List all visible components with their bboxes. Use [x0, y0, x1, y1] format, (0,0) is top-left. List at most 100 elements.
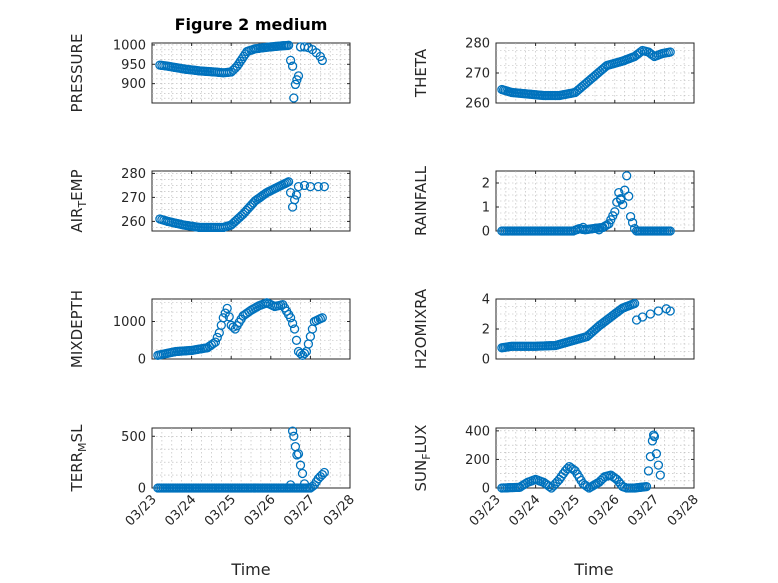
- series-points: [153, 426, 329, 493]
- data-point: [629, 298, 640, 309]
- svg-text:AIRTEMP: AIRTEMP: [68, 169, 89, 232]
- data-point: [285, 480, 296, 490]
- data-point: [641, 481, 652, 492]
- subplot-terr_msl: 03/23 03/24 03/25 03/26 03/27 03/28 0 500 TERRMS…: [68, 424, 358, 529]
- subplot-pressure: 900 950 1000 PRESSURE: [68, 34, 351, 112]
- data-point: [295, 348, 306, 359]
- data-point: [210, 337, 221, 347]
- data-point: [625, 211, 636, 222]
- y-tick-label: 260: [121, 215, 146, 230]
- y-tick-label: 260: [465, 97, 490, 112]
- y-tick-label: 0: [138, 353, 146, 368]
- data-point: [317, 55, 327, 66]
- data-point: [594, 225, 604, 235]
- data-point: [624, 191, 634, 201]
- y-tick-label: 4: [482, 293, 490, 308]
- x-tick-label: 03/28: [665, 492, 702, 529]
- grid: [152, 171, 350, 231]
- data-point: [293, 71, 304, 81]
- series-points: [497, 430, 665, 493]
- data-point: [544, 481, 555, 492]
- svg-text:THETA: THETA: [412, 48, 430, 98]
- data-point: [287, 61, 298, 71]
- x-tick-label: 03/24: [506, 492, 543, 529]
- y-tick-label: 0: [482, 225, 490, 240]
- y-tick-label: 270: [121, 191, 146, 206]
- subplot-sun_flux: 03/23 03/24 03/25 03/26 03/27 03/28 0 200 400 SUN…: [412, 424, 702, 529]
- data-point: [297, 468, 308, 479]
- data-point: [618, 199, 628, 210]
- data-point: [287, 318, 298, 329]
- data-point: [313, 181, 323, 192]
- data-point: [289, 195, 300, 205]
- x-axis-label-left: Time: [230, 560, 270, 579]
- data-point: [665, 306, 675, 316]
- x-tick-label: 03/27: [281, 492, 318, 529]
- x-tick-label: 03/23: [123, 492, 160, 529]
- data-point: [285, 55, 296, 66]
- data-point: [637, 312, 648, 322]
- data-point: [319, 467, 329, 478]
- data-point: [319, 181, 329, 192]
- series-points: [155, 177, 329, 233]
- data-point: [622, 171, 632, 181]
- series-points: [497, 45, 675, 101]
- series-points: [497, 298, 675, 353]
- data-point: [651, 449, 662, 459]
- y-tick-label: 1000: [113, 38, 146, 53]
- data-point: [645, 451, 656, 462]
- series-points: [153, 298, 327, 360]
- data-point: [582, 481, 592, 492]
- data-point: [222, 303, 232, 314]
- data-point: [655, 470, 665, 480]
- x-tick-label: 03/26: [586, 492, 623, 529]
- data-point: [610, 207, 620, 217]
- y-tick-label: 200: [465, 453, 490, 468]
- data-point: [299, 180, 310, 191]
- svg-text:MIXDEPTH: MIXDEPTH: [68, 290, 86, 368]
- figure-title: Figure 2 medium: [175, 15, 328, 34]
- data-point: [648, 430, 659, 440]
- y-tick-label: 1: [482, 201, 490, 216]
- y-tick-label: 280: [121, 167, 146, 182]
- data-point: [665, 226, 675, 236]
- y-tick-label: 0: [482, 353, 490, 368]
- data-point: [292, 450, 302, 460]
- data-point: [283, 177, 294, 187]
- data-point: [289, 324, 300, 334]
- data-point: [224, 312, 234, 322]
- svg-text:H2OMIXRA: H2OMIXRA: [412, 288, 430, 369]
- data-point: [317, 469, 327, 480]
- data-point: [218, 313, 228, 323]
- svg-text:RAINFALL: RAINFALL: [412, 165, 430, 236]
- data-point: [283, 40, 294, 50]
- x-tick-label: 03/25: [202, 492, 239, 529]
- subplot-theta: 260 270 280 THETA: [412, 37, 695, 112]
- data-point: [299, 348, 310, 359]
- subplot-air_temp: 260 270 280 AIRTEMP: [68, 167, 351, 233]
- data-point: [653, 460, 664, 470]
- y-tick-label: 500: [121, 430, 146, 445]
- data-point: [317, 313, 327, 323]
- x-tick-label: 03/24: [162, 492, 199, 529]
- data-point: [578, 222, 588, 233]
- x-tick-label: 03/23: [467, 492, 504, 529]
- data-point: [285, 187, 296, 198]
- y-tick-label: 2: [482, 323, 490, 338]
- data-point: [293, 181, 304, 192]
- subplot-rainfall: 0 1 2 RAINFALL: [412, 165, 695, 240]
- data-point: [293, 449, 304, 459]
- data-point: [645, 309, 656, 319]
- data-point: [291, 335, 302, 345]
- data-point: [289, 431, 299, 441]
- y-tick-label: 280: [465, 37, 490, 52]
- svg-text:TERRMSL: TERRMSL: [68, 424, 89, 493]
- y-tick-label: 2: [482, 177, 490, 192]
- x-tick-label: 03/28: [321, 492, 358, 529]
- y-tick-label: 270: [465, 67, 490, 82]
- y-tick-label: 1000: [113, 315, 146, 330]
- y-tick-label: 900: [121, 77, 146, 92]
- data-point: [290, 79, 301, 90]
